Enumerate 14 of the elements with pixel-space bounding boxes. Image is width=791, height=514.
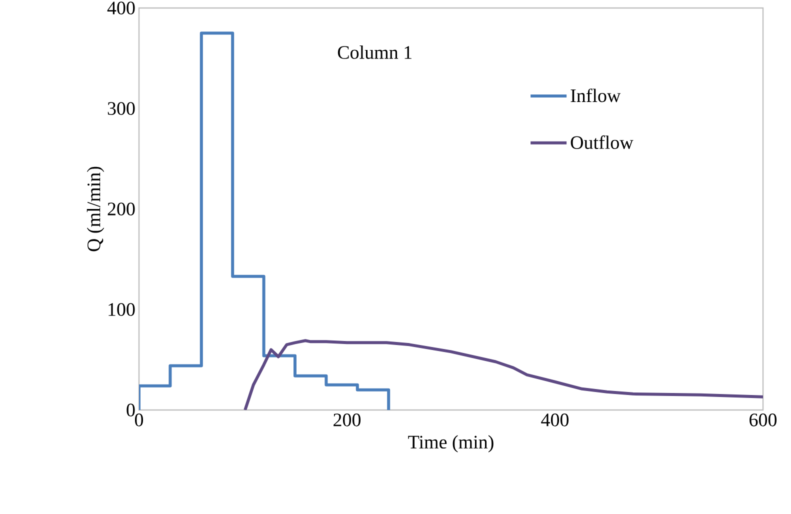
x-tick-label: 400 [541,414,569,426]
legend-label: Outflow [570,135,634,149]
x-tick-label: 600 [750,414,777,426]
y-tick-label: 300 [108,102,135,115]
legend-label: Inflow [570,88,621,102]
x-tick-label: 200 [334,414,361,426]
annotation: Column 1 [338,46,412,59]
y-tick-label: 100 [108,303,135,316]
x-axis-title: Time (min) [408,435,494,452]
y-tick-label: 200 [108,202,135,216]
y-tick-label: 400 [107,2,135,14]
y-axis-title: Q (ml/min) [86,166,104,252]
x-tick-label: 0 [134,414,144,426]
y-tick-label: 0 [126,404,135,416]
